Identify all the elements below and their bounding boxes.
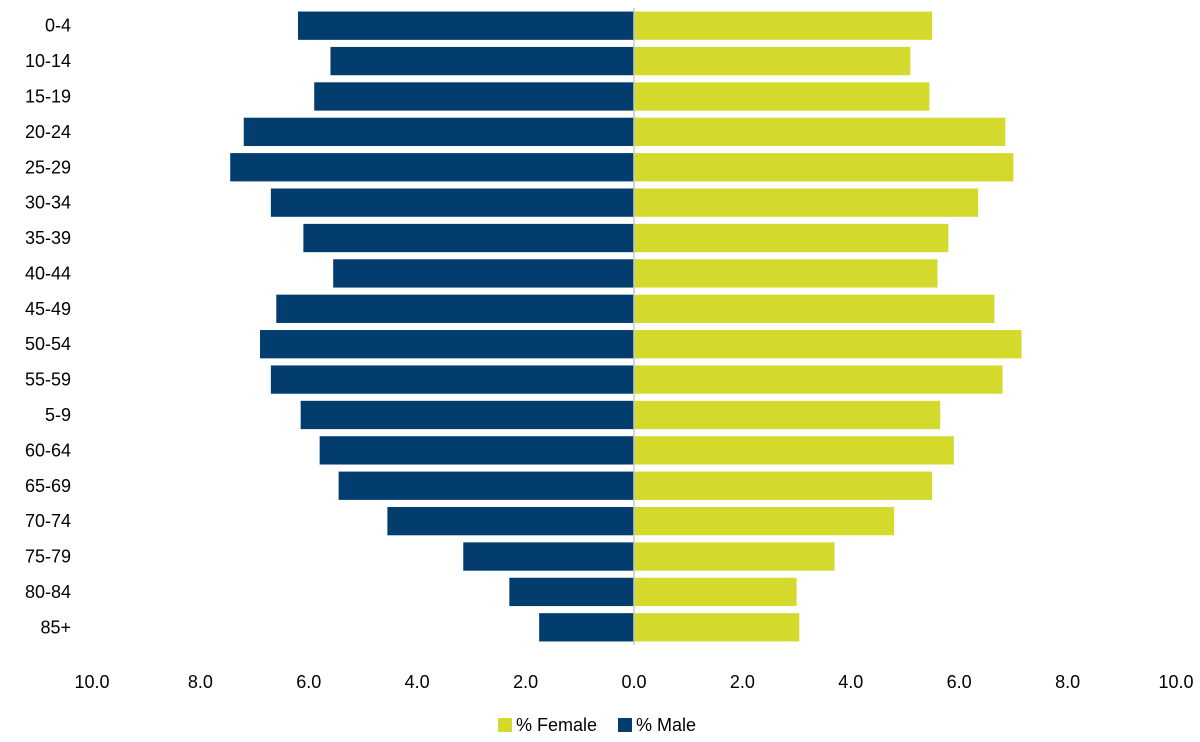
- male-bar: [230, 153, 634, 182]
- female-bar: [634, 259, 938, 288]
- female-bar: [634, 613, 800, 642]
- male-bar: [338, 471, 634, 500]
- legend-label: % Male: [636, 715, 696, 735]
- category-label: 20-24: [25, 122, 71, 142]
- female-bar: [634, 471, 933, 500]
- female-bar: [634, 577, 797, 607]
- x-tick-label: 8.0: [1055, 672, 1080, 692]
- male-bar: [260, 330, 634, 359]
- x-tick-label: 2.0: [513, 672, 538, 692]
- male-bar: [300, 400, 634, 430]
- female-bar: [634, 223, 949, 253]
- category-label: 5-9: [45, 405, 71, 425]
- female-bars: [634, 11, 1022, 642]
- male-bar: [243, 117, 634, 147]
- category-label: 40-44: [25, 263, 71, 283]
- x-tick-label: 4.0: [838, 672, 863, 692]
- male-bar: [387, 506, 634, 536]
- female-bar: [634, 365, 1003, 394]
- legend: % Female % Male: [498, 715, 696, 735]
- x-tick-label: 0.0: [621, 672, 646, 692]
- female-bar: [634, 188, 979, 217]
- female-bar: [634, 330, 1022, 359]
- male-bar: [303, 223, 634, 253]
- female-bar: [634, 294, 995, 323]
- male-bar: [539, 613, 634, 642]
- category-label: 0-4: [45, 16, 71, 36]
- male-bar: [319, 436, 634, 465]
- category-axis-labels: 0-4 10-14 15-19 20-24 25-29 30-34 35-39 40-44 45…: [25, 16, 71, 638]
- female-bar: [634, 11, 933, 40]
- category-label: 70-74: [25, 511, 71, 531]
- female-bar: [634, 436, 954, 465]
- legend-swatch: [618, 718, 632, 732]
- x-tick-label: 10.0: [74, 672, 109, 692]
- category-label: 10-14: [25, 51, 71, 71]
- male-bar: [463, 542, 634, 571]
- category-label: 80-84: [25, 582, 71, 602]
- category-label: 15-19: [25, 86, 71, 106]
- male-bar: [270, 365, 634, 394]
- male-bar: [297, 11, 634, 40]
- category-label: 30-34: [25, 193, 71, 213]
- x-tick-label: 6.0: [296, 672, 321, 692]
- male-bar: [333, 259, 634, 288]
- category-label: 60-64: [25, 440, 71, 460]
- male-bar: [276, 294, 634, 323]
- female-bar: [634, 400, 941, 430]
- legend-label: % Female: [516, 715, 597, 735]
- female-bar: [634, 82, 930, 111]
- x-axis-tick-labels: 10.0 8.0 6.0 4.0 2.0 0.0 2.0 4.0 6.0 8.0 10.0: [74, 672, 1193, 692]
- x-tick-label: 8.0: [188, 672, 213, 692]
- x-tick-label: 6.0: [947, 672, 972, 692]
- female-bar: [634, 117, 1006, 147]
- female-bar: [634, 506, 895, 536]
- category-label: 55-59: [25, 370, 71, 390]
- male-bar: [330, 46, 634, 76]
- x-tick-label: 4.0: [405, 672, 430, 692]
- male-bar: [509, 577, 634, 607]
- x-tick-label: 10.0: [1158, 672, 1193, 692]
- female-bar: [634, 153, 1014, 182]
- female-bar: [634, 542, 835, 571]
- category-label: 85+: [40, 617, 71, 637]
- category-label: 50-54: [25, 334, 71, 354]
- category-label: 65-69: [25, 476, 71, 496]
- legend-swatch: [498, 718, 512, 732]
- male-bars: [230, 11, 634, 642]
- category-label: 75-79: [25, 547, 71, 567]
- male-bar: [270, 188, 634, 217]
- x-tick-label: 2.0: [730, 672, 755, 692]
- category-label: 35-39: [25, 228, 71, 248]
- category-label: 25-29: [25, 157, 71, 177]
- male-bar: [314, 82, 634, 111]
- female-bar: [634, 46, 911, 76]
- category-label: 45-49: [25, 299, 71, 319]
